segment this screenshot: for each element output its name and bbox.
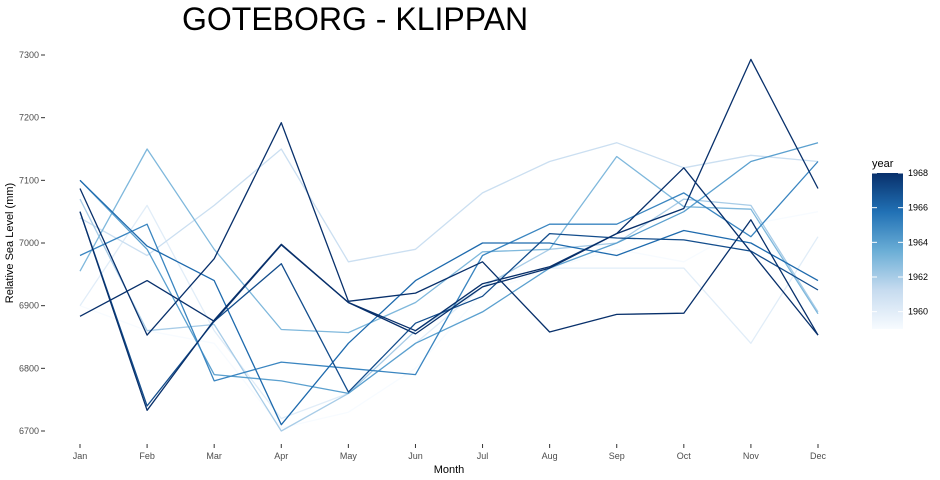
x-tick-label: Jan bbox=[73, 451, 88, 461]
x-tick-label: Jun bbox=[408, 451, 423, 461]
series-line-3 bbox=[79, 142, 819, 263]
x-tick-label: Mar bbox=[206, 451, 222, 461]
x-tick-label: Feb bbox=[139, 451, 155, 461]
y-tick-label: 6900 bbox=[19, 301, 39, 311]
legend-title: year bbox=[872, 158, 894, 170]
x-tick-label: Sep bbox=[609, 451, 625, 461]
series-line-2 bbox=[79, 204, 819, 420]
y-tick-label: 7100 bbox=[19, 175, 39, 185]
legend-label: 1960 bbox=[908, 307, 928, 317]
x-tick-label: Dec bbox=[810, 451, 827, 461]
x-axis: Jan Feb Mar Apr May Jun Jul Aug Sep Oct Nov Dec bbox=[73, 444, 827, 461]
series-line-10 bbox=[79, 167, 819, 336]
legend-label: 1962 bbox=[908, 272, 928, 282]
series-line-7 bbox=[79, 161, 819, 382]
x-tick-label: Jul bbox=[477, 451, 489, 461]
legend: year 1968 1966 1964 1962 1960 bbox=[872, 158, 928, 329]
legend-colorbar bbox=[872, 173, 903, 329]
y-tick-label: 7200 bbox=[19, 113, 39, 123]
y-axis: 6700 6800 6900 7000 7100 7200 7300 bbox=[19, 50, 45, 436]
legend-label: 1966 bbox=[908, 203, 928, 213]
legend-label: 1968 bbox=[908, 168, 928, 178]
series-lines bbox=[79, 58, 819, 432]
series-line-1 bbox=[79, 211, 819, 429]
series-line-11 bbox=[79, 122, 819, 336]
x-tick-label: May bbox=[340, 451, 358, 461]
y-tick-label: 7000 bbox=[19, 238, 39, 248]
legend-label: 1964 bbox=[908, 237, 928, 247]
series-line-5 bbox=[79, 148, 819, 334]
x-tick-label: Aug bbox=[542, 451, 558, 461]
y-axis-title: Relative Sea Level (mm) bbox=[4, 183, 16, 303]
x-tick-label: Oct bbox=[677, 451, 692, 461]
x-tick-label: Nov bbox=[743, 451, 760, 461]
x-tick-label: Apr bbox=[274, 451, 288, 461]
series-line-8 bbox=[79, 179, 819, 426]
series-line-12 bbox=[79, 58, 819, 411]
legend-ticks: 1968 1966 1964 1962 1960 bbox=[872, 168, 928, 317]
y-tick-label: 7300 bbox=[19, 50, 39, 60]
y-tick-label: 6800 bbox=[19, 363, 39, 373]
chart-title: GOTEBORG - KLIPPAN bbox=[182, 1, 528, 37]
y-tick-label: 6700 bbox=[19, 426, 39, 436]
x-axis-title: Month bbox=[434, 464, 465, 476]
